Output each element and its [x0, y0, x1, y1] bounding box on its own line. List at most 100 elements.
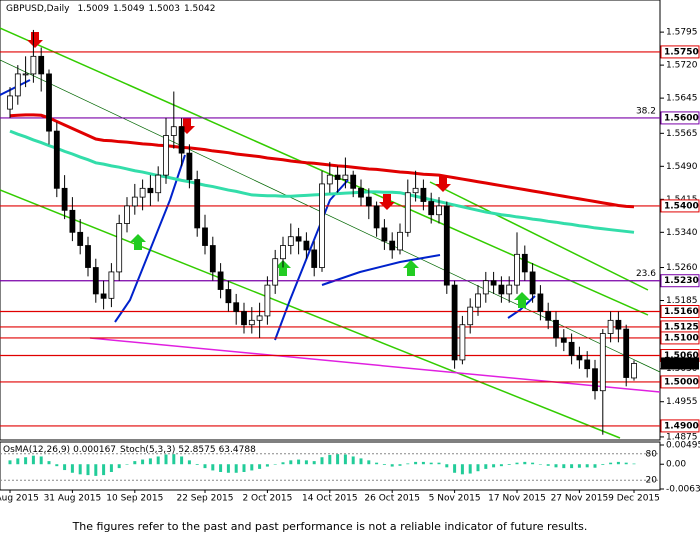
candle-body [475, 293, 481, 308]
candle-body [186, 152, 193, 180]
candle-body [545, 311, 552, 321]
fib-label: 38.2 [636, 106, 656, 116]
level-label-box [660, 419, 700, 433]
candle-body [342, 174, 349, 180]
candle-body [607, 319, 614, 334]
osma-bar [632, 463, 636, 465]
level-label: 1.5160 [664, 307, 699, 317]
level-label: 1.5125 [664, 322, 699, 332]
candle-body [272, 258, 279, 286]
stoch-signal: 63.4788 [219, 445, 256, 455]
candle-body [428, 201, 435, 216]
candle-body [623, 328, 630, 378]
x-tick-label: 9 Dec 2015 [608, 494, 660, 504]
level-label-box [660, 331, 700, 345]
candle-body [326, 174, 333, 185]
osma-bar [226, 464, 230, 473]
osma-bar [78, 464, 82, 475]
osma-bar [187, 460, 191, 465]
osma-tick-label: 0.004952 [666, 441, 700, 451]
y-tick-label: 1.5260 [666, 263, 698, 273]
candle-body [420, 187, 427, 202]
blue-line [321, 254, 441, 286]
level-label: 1.5100 [664, 333, 699, 343]
candle-body [170, 126, 177, 136]
osma-bar [515, 462, 519, 465]
osma-bar [281, 462, 285, 465]
candle-body [53, 130, 60, 189]
osma-bar [47, 461, 51, 465]
level-label: 1.5750 [664, 47, 699, 57]
candle-body [92, 267, 99, 295]
y-tick-label: 1.4875 [666, 432, 698, 442]
osma-bar [476, 464, 480, 472]
candle-body [443, 205, 450, 286]
x-tick-label: 31 Aug 2015 [44, 494, 102, 504]
osma-bar [258, 464, 262, 469]
x-tick-label: 14 Oct 2015 [302, 494, 358, 504]
osma-bar [359, 458, 363, 465]
candle-body [295, 236, 302, 242]
x-tick-label: 5 Nov 2015 [429, 494, 481, 504]
candle-body [584, 359, 591, 370]
level-label-box [660, 45, 700, 59]
chart-header: GBPUSD,Daily 1.5009 1.5049 1.5003 1.5042 [6, 4, 215, 14]
level-label-box [660, 274, 700, 288]
candle-body [412, 187, 419, 194]
osma-bar [577, 464, 581, 468]
osma-bar [375, 462, 379, 465]
osma-bar [585, 464, 589, 468]
osma-bar [117, 464, 121, 469]
osma-bar [453, 464, 457, 473]
candle-body [506, 284, 513, 295]
osma-bar [109, 464, 113, 472]
level-label-box [660, 305, 700, 319]
candle-body [514, 253, 520, 286]
candle-body [490, 280, 497, 286]
osma-bar [382, 464, 386, 466]
osma-bar [523, 461, 527, 465]
osma-bar [234, 464, 238, 473]
signal-arrows [27, 32, 530, 308]
candle-body [124, 205, 130, 224]
stoch-main: 52.8575 [178, 445, 215, 455]
candle-body [451, 284, 458, 361]
osma-bar [562, 464, 566, 469]
candle-body [287, 236, 294, 246]
osma-bar [289, 460, 293, 465]
level-label: 1.5600 [664, 113, 699, 123]
chart-title: GBPUSD,Daily [6, 4, 70, 14]
channel-line [0, 189, 621, 439]
candle-body [85, 245, 91, 268]
candle-body [319, 183, 325, 268]
indicator-header: OsMA(12,26,9) 0.000167 Stoch(5,3,3) 52.8575… [3, 445, 256, 455]
stoch-level-label: 80 [646, 449, 658, 459]
y-tick-label: 1.5340 [666, 228, 698, 238]
candle-body [139, 187, 146, 198]
osma-bar [406, 463, 410, 465]
osma-bar [336, 454, 340, 465]
osma-bar [304, 460, 308, 465]
candle-body [233, 302, 240, 312]
moving-average [9, 113, 635, 209]
candle-body [615, 319, 622, 330]
level-label-box [660, 111, 700, 125]
candle-body [459, 324, 466, 361]
osma-bar [8, 460, 12, 465]
candle-body [467, 306, 474, 326]
candle-body [389, 240, 396, 251]
candle-body [436, 205, 442, 216]
osma-bar [546, 464, 550, 466]
osma-bar [312, 461, 316, 465]
candle-body [592, 368, 598, 392]
candle-body [22, 73, 29, 76]
candle-body [131, 196, 138, 207]
y-tick-label: 1.5565 [666, 129, 698, 139]
x-tick-label: 26 Oct 2015 [364, 494, 420, 504]
candle-body [46, 73, 52, 132]
channel-line [429, 181, 649, 291]
candle-body [209, 245, 216, 273]
osma-bar [242, 464, 246, 472]
